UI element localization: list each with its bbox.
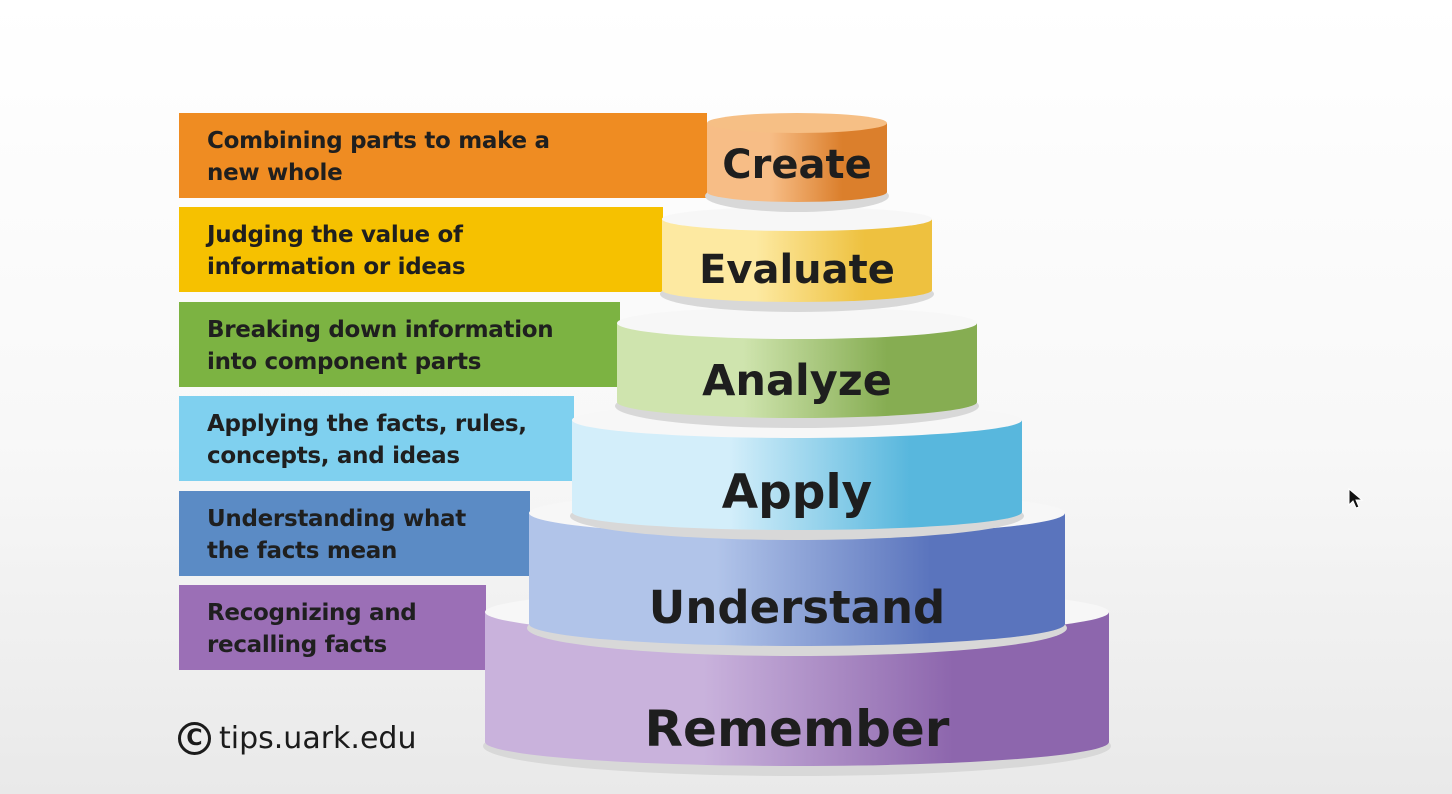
tier-create: Create: [705, 113, 889, 212]
copyright-icon: C: [178, 721, 211, 755]
tier-top: [617, 307, 977, 339]
description-create: Combining parts to make a new whole: [207, 125, 627, 189]
tier-side: [617, 323, 977, 418]
description-line: Understanding what: [207, 506, 466, 532]
description-line: the facts mean: [207, 538, 398, 564]
description-line: information or ideas: [207, 254, 466, 280]
mouse-pointer-icon: [1348, 488, 1364, 509]
tier-apply: Apply: [570, 402, 1024, 540]
description-analyze: Breaking down information into component …: [207, 314, 627, 378]
tier-side: [707, 123, 887, 202]
tier-label: Analyze: [702, 356, 892, 406]
band-apply: [179, 396, 574, 481]
tier-analyze: Analyze: [615, 307, 979, 428]
description-line: Recognizing and: [207, 600, 417, 626]
tier-side: [572, 420, 1022, 530]
description-line: Breaking down information: [207, 317, 554, 343]
tier-top: [707, 113, 887, 133]
tier-label: Evaluate: [699, 247, 895, 293]
description-line: recalling facts: [207, 632, 387, 658]
description-evaluate: Judging the value of information or ideas: [207, 219, 627, 283]
description-remember: Recognizing and recalling facts: [207, 597, 627, 661]
description-line: Judging the value of: [207, 222, 463, 248]
tier-side: [529, 513, 1065, 646]
tier-label: Create: [722, 142, 871, 188]
band-create: [179, 113, 707, 198]
description-line: new whole: [207, 160, 343, 186]
credit-text: tips.uark.edu: [219, 720, 417, 756]
description-apply: Applying the facts, rules, concepts, and …: [207, 408, 627, 472]
tier-evaluate: Evaluate: [660, 207, 934, 312]
tier-label: Apply: [722, 465, 872, 520]
band-remember: [179, 585, 486, 670]
description-line: into component parts: [207, 349, 482, 375]
description-line: Combining parts to make a: [207, 128, 550, 154]
tier-label: Understand: [649, 581, 945, 634]
band-understand: [179, 491, 530, 576]
tier-top: [662, 207, 932, 231]
tier-side: [662, 219, 932, 302]
credit-line: C tips.uark.edu: [178, 716, 416, 760]
band-evaluate: [179, 207, 663, 292]
description-line: concepts, and ideas: [207, 443, 460, 469]
description-line: Applying the facts, rules,: [207, 411, 527, 437]
description-understand: Understanding what the facts mean: [207, 503, 627, 567]
tier-label: Remember: [645, 700, 950, 758]
band-analyze: [179, 302, 620, 387]
